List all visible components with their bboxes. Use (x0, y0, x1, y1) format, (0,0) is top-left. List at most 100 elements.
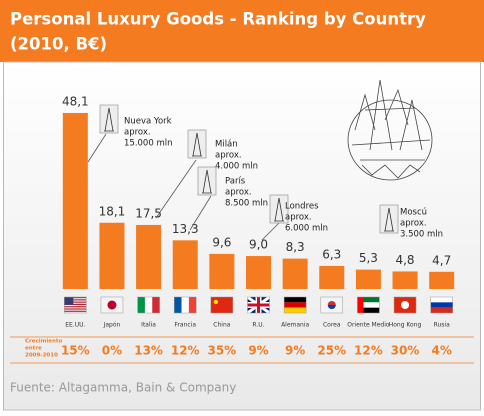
leader-line (87, 133, 107, 163)
growth-value: 35% (207, 344, 236, 358)
bar (209, 253, 235, 289)
flag-part (188, 297, 197, 313)
bar (392, 271, 418, 289)
flag-part (357, 297, 364, 313)
value-label: 18,1 (99, 204, 126, 218)
value-label: 17,5 (135, 206, 162, 220)
annotation: aprox. (215, 151, 242, 161)
annotation: Milán (215, 140, 238, 150)
x-tick-label: Italia (141, 322, 156, 329)
flag-part (64, 310, 87, 312)
city-icon-sketch (104, 107, 114, 132)
x-tick-label: EE.UU. (65, 322, 85, 329)
annotation: Nueva York (124, 117, 172, 127)
value-label: 9,6 (212, 235, 231, 249)
flag-part (181, 297, 189, 313)
growth-label: entre (25, 346, 42, 352)
flag-part (64, 299, 87, 301)
growth-value: 9% (285, 344, 305, 358)
bar (282, 258, 308, 289)
flag-part (357, 297, 380, 303)
city-icon-sketch (202, 169, 212, 194)
flag-border (173, 296, 197, 314)
flag-part (430, 302, 453, 308)
flag-border (64, 296, 87, 314)
value-label: 6,3 (322, 247, 341, 261)
flag-border (283, 296, 307, 314)
annotation: Londres (285, 202, 319, 212)
city-icon (379, 204, 399, 234)
value-label: 8,3 (286, 240, 305, 254)
x-tick-label: Francia (174, 322, 196, 329)
flag-part (327, 305, 336, 309)
annotation: 6.000 mln (285, 224, 328, 234)
leader-line (261, 221, 281, 241)
flag-part (64, 303, 87, 305)
value-label: 4,7 (432, 253, 451, 267)
bar (99, 222, 125, 289)
annotation: 3.500 mln (400, 230, 443, 240)
growth-value: 30% (391, 344, 420, 358)
annotation: aprox. (400, 219, 427, 229)
flag-part (64, 308, 87, 310)
annotation: aprox. (285, 213, 312, 223)
flag-part (213, 299, 219, 305)
growth-value: 25% (317, 344, 346, 358)
x-tick-label: Corea (323, 322, 341, 329)
flag-part (430, 297, 453, 303)
flag-part (430, 307, 453, 313)
x-tick-label: Japón (103, 322, 121, 329)
bar (319, 265, 345, 289)
growth-value: 9% (248, 344, 268, 358)
flag-part (174, 297, 182, 313)
x-tick-label: Rusia (434, 322, 450, 329)
leader-line (155, 159, 197, 219)
value-label: 48,1 (62, 94, 89, 108)
chart-title: Personal Luxury Goods - Ranking by Count… (10, 10, 426, 29)
annotation: 8.500 mln (225, 199, 268, 209)
growth-value: 13% (134, 344, 163, 358)
flag-border (247, 296, 270, 314)
value-label: 5,3 (359, 251, 378, 265)
city-icon (269, 194, 289, 224)
flag-border (100, 296, 124, 314)
value-label: 9,0 (249, 238, 268, 252)
growth-value: 12% (354, 344, 383, 358)
flag-part (357, 307, 380, 313)
growth-value: 15% (61, 344, 90, 358)
growth-value: 0% (102, 344, 122, 358)
bar (355, 269, 381, 289)
bar (136, 224, 162, 289)
value-label: 4,8 (395, 253, 414, 267)
flag-part (210, 297, 233, 313)
flag-border (210, 296, 234, 314)
flag-border (137, 296, 160, 314)
flag-part (284, 297, 307, 303)
flag-part (64, 301, 87, 303)
annotation: 15.000 mln (124, 139, 172, 149)
flag-part (357, 302, 380, 308)
bar (172, 240, 198, 289)
annotation: aprox. (225, 188, 252, 198)
growth-value: 12% (171, 344, 200, 358)
flag-part (401, 301, 410, 309)
annotation: Moscú (400, 208, 427, 218)
city-icon-sketch (274, 197, 284, 222)
flag-part (64, 306, 87, 308)
flag-border (320, 296, 344, 314)
chart-title: (2010, B€) (10, 35, 107, 54)
city-icon-sketch (192, 132, 202, 157)
flag-part (107, 300, 117, 310)
growth-label: Crecimiento (25, 339, 63, 345)
x-tick-label: Hong Kong (389, 322, 422, 329)
city-icon (187, 129, 207, 159)
leader-line (189, 195, 212, 231)
flag-part (152, 297, 160, 313)
header (0, 0, 484, 62)
x-tick-label: Oriente Medio (347, 322, 390, 329)
city-icon (197, 166, 217, 196)
city-icon-sketch (384, 207, 394, 232)
flag-border (357, 296, 380, 314)
bar (246, 256, 271, 289)
